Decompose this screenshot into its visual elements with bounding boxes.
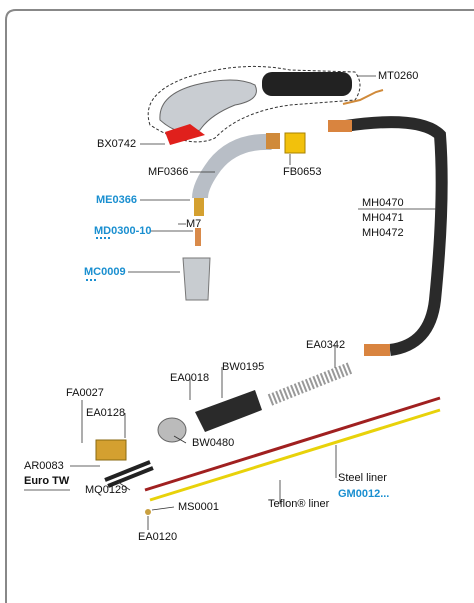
insulating-tubes <box>104 460 154 488</box>
label: MH0472 <box>362 227 404 239</box>
frame <box>5 9 474 603</box>
nozzle <box>182 257 211 301</box>
label: M7 <box>186 218 201 230</box>
steel-liner <box>144 396 441 492</box>
label: MS0001 <box>178 501 219 513</box>
trigger-cover <box>262 72 352 96</box>
label: MC0009 <box>84 266 126 278</box>
nut <box>157 417 187 443</box>
diffuser <box>194 198 204 216</box>
dots <box>86 237 110 281</box>
label: BW0195 <box>222 361 264 373</box>
label: MT0260 <box>378 70 418 82</box>
ms-part <box>145 509 151 515</box>
label: ME0366 <box>96 194 137 206</box>
label: MD0300-10 <box>94 225 151 237</box>
euro-connector <box>95 439 127 461</box>
teflon-liner <box>149 408 441 502</box>
label: GM0012... <box>338 488 389 500</box>
hose <box>344 116 448 356</box>
spring <box>267 362 353 406</box>
label: MH0471 <box>362 212 404 224</box>
sleeve <box>195 390 262 432</box>
fb-part <box>284 132 306 154</box>
label: EA0128 <box>86 407 125 419</box>
label: Teflon® liner <box>268 498 330 510</box>
label: Euro TW <box>24 475 70 487</box>
trigger <box>165 124 205 145</box>
label: MF0366 <box>148 166 188 178</box>
label: EA0018 <box>170 372 209 384</box>
label: AR0083 <box>24 460 64 472</box>
label: FB0653 <box>283 166 322 178</box>
label: EA0120 <box>138 531 177 543</box>
label: MQ0129 <box>85 484 127 496</box>
label: BX0742 <box>97 138 136 150</box>
gooseneck-end <box>266 133 280 149</box>
handle <box>159 79 257 133</box>
hose-connector <box>364 344 390 356</box>
gooseneck <box>192 133 273 199</box>
hose-connector <box>328 120 352 132</box>
contact-tip <box>195 228 201 246</box>
label: EA0342 <box>306 339 345 351</box>
cable <box>342 89 384 105</box>
label: MH0470 <box>362 197 404 209</box>
handle-outline <box>147 65 361 143</box>
label: BW0480 <box>192 437 234 449</box>
leader-lines <box>24 75 437 530</box>
label: FA0027 <box>66 387 104 399</box>
label: Steel liner <box>338 472 387 484</box>
